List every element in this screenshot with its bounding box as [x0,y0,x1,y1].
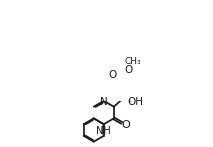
Text: OH: OH [127,97,143,107]
Text: O: O [121,120,130,130]
Text: N: N [100,97,108,107]
Text: O: O [124,65,132,75]
Text: O: O [109,70,117,80]
Text: NH: NH [96,126,111,136]
Text: CH₃: CH₃ [125,57,141,66]
